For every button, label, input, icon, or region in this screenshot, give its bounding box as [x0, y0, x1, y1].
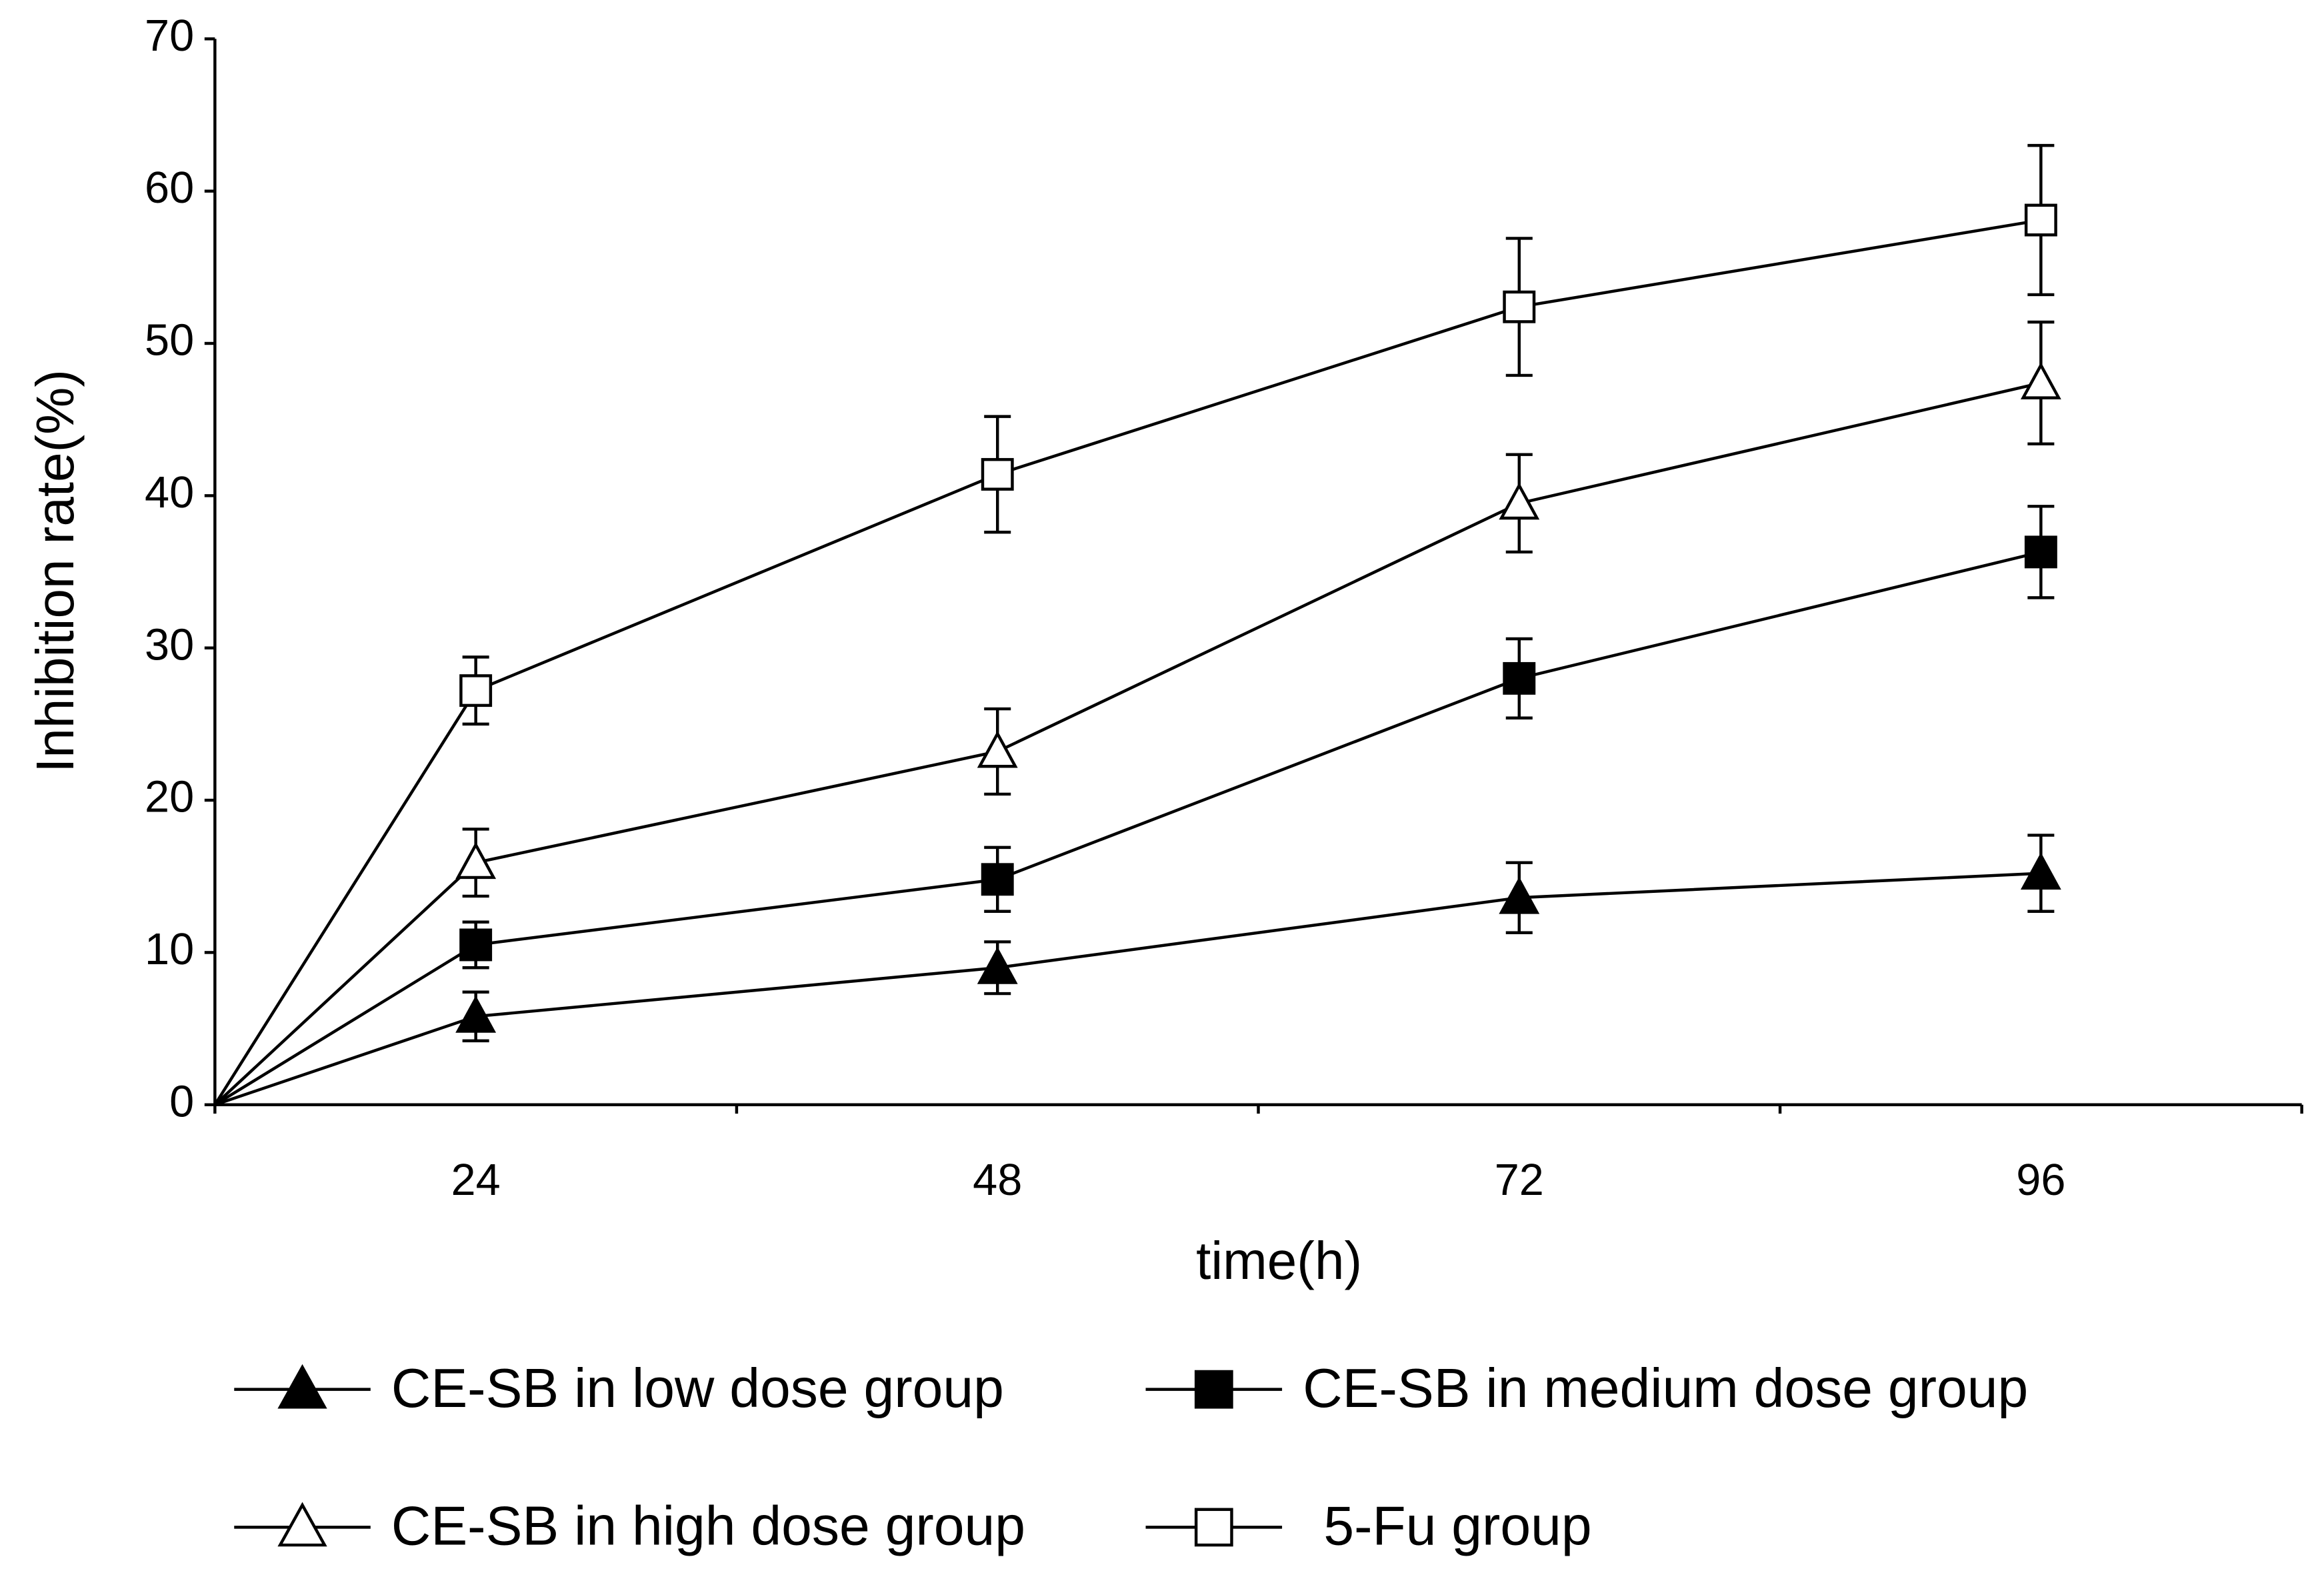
data-point [1503, 661, 1536, 695]
data-point [1499, 482, 1540, 520]
legend-marker [277, 1364, 327, 1409]
data-point [2024, 535, 2057, 569]
x-tick-label: 96 [2016, 1156, 2065, 1205]
data-point [455, 996, 497, 1033]
data-point [455, 842, 497, 880]
legend-label: CE-SB in medium dose group [1303, 1358, 2028, 1419]
x-axis-label: time(h) [1196, 1231, 1362, 1290]
series-line [213, 381, 2041, 1106]
y-tick-label: 0 [169, 1077, 194, 1126]
data-point [977, 730, 1018, 768]
legend-marker [277, 1502, 327, 1547]
y-tick-label: 30 [145, 620, 194, 669]
y-axis-label: Inhibition rate(%) [25, 369, 85, 773]
y-tick-label: 50 [145, 316, 194, 365]
data-point [459, 928, 493, 962]
x-tick-label: 48 [973, 1156, 1022, 1205]
data-point [1499, 876, 1540, 914]
legend-label: CE-SB in low dose group [391, 1358, 1004, 1419]
y-tick-label: 40 [145, 468, 194, 517]
data-point [981, 457, 1014, 491]
y-tick-label: 20 [145, 773, 194, 822]
data-point [2024, 203, 2057, 237]
data-point [981, 863, 1014, 896]
data-point [2020, 852, 2061, 890]
data-point [977, 946, 1018, 984]
series-line [214, 872, 2041, 1106]
data-point [2020, 362, 2061, 399]
data-point [1503, 290, 1536, 323]
y-tick-label: 10 [145, 925, 194, 974]
y-tick-label: 60 [145, 163, 194, 213]
legend-marker [1194, 1370, 1233, 1409]
legend-label: CE-SB in high dose group [391, 1496, 1025, 1557]
data-point [459, 674, 493, 707]
y-tick-label: 70 [145, 11, 194, 61]
series-line [213, 218, 2041, 1106]
legend-marker [1194, 1508, 1233, 1547]
x-tick-label: 72 [1495, 1156, 1544, 1205]
x-tick-label: 24 [451, 1156, 501, 1205]
legend-label: 5-Fu group [1323, 1496, 1591, 1557]
